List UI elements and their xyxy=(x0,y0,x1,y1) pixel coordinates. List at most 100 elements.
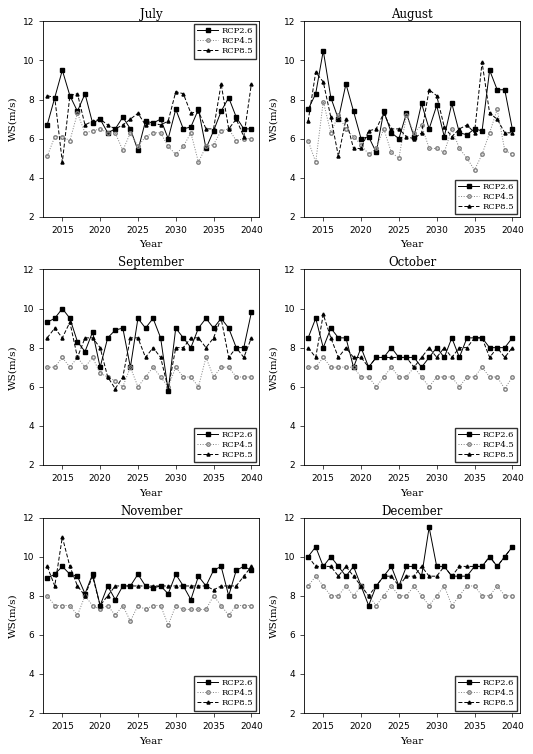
RCP2.6 xyxy=(350,107,357,116)
RCP8.5 xyxy=(218,581,224,590)
RCP2.6 xyxy=(312,89,319,98)
Line: RCP2.6: RCP2.6 xyxy=(46,307,253,392)
RCP2.6 xyxy=(248,124,255,133)
Legend: RCP2.6, RCP4.5, RCP8.5: RCP2.6, RCP4.5, RCP8.5 xyxy=(455,428,518,462)
RCP8.5 xyxy=(494,343,500,352)
RCP2.6 xyxy=(494,562,500,571)
RCP4.5 xyxy=(97,605,103,614)
RCP4.5 xyxy=(411,128,417,137)
RCP4.5 xyxy=(59,132,66,141)
RCP2.6 xyxy=(240,343,247,352)
RCP4.5 xyxy=(426,601,432,610)
RCP2.6 xyxy=(433,343,440,352)
RCP4.5 xyxy=(418,372,425,382)
RCP2.6 xyxy=(305,333,311,342)
RCP8.5 xyxy=(188,333,194,342)
RCP4.5 xyxy=(157,372,164,382)
RCP8.5 xyxy=(328,333,334,342)
RCP8.5 xyxy=(119,372,126,382)
RCP2.6 xyxy=(240,562,247,571)
RCP2.6 xyxy=(358,134,364,143)
Y-axis label: WS(m/s): WS(m/s) xyxy=(269,593,278,638)
RCP8.5 xyxy=(395,124,402,133)
RCP2.6 xyxy=(157,115,164,124)
RCP2.6 xyxy=(358,581,364,590)
RCP4.5 xyxy=(426,144,432,153)
RCP4.5 xyxy=(494,581,500,590)
RCP8.5 xyxy=(173,343,179,352)
RCP2.6 xyxy=(44,121,51,130)
RCP4.5 xyxy=(343,363,349,372)
RCP2.6 xyxy=(411,353,417,362)
RCP8.5 xyxy=(502,552,508,561)
RCP4.5 xyxy=(449,124,455,133)
RCP2.6 xyxy=(97,115,103,124)
RCP2.6 xyxy=(52,570,58,579)
RCP8.5 xyxy=(90,333,96,342)
RCP2.6 xyxy=(188,122,194,131)
RCP8.5 xyxy=(305,117,311,126)
RCP2.6 xyxy=(74,107,80,116)
RCP8.5 xyxy=(112,581,118,590)
RCP2.6 xyxy=(127,124,134,133)
RCP8.5 xyxy=(157,581,164,590)
RCP2.6 xyxy=(97,363,103,372)
RCP8.5 xyxy=(328,112,334,121)
RCP4.5 xyxy=(381,124,387,133)
RCP2.6 xyxy=(312,314,319,323)
RCP2.6 xyxy=(74,572,80,581)
RCP2.6 xyxy=(180,581,187,590)
X-axis label: Year: Year xyxy=(140,241,163,250)
RCP8.5 xyxy=(358,353,364,362)
X-axis label: Year: Year xyxy=(400,737,424,746)
RCP8.5 xyxy=(59,333,66,342)
RCP4.5 xyxy=(320,581,327,590)
X-axis label: Year: Year xyxy=(400,489,424,498)
RCP4.5 xyxy=(487,128,493,137)
RCP2.6 xyxy=(82,347,88,356)
RCP8.5 xyxy=(487,353,493,362)
RCP4.5 xyxy=(150,363,156,372)
RCP8.5 xyxy=(464,343,470,352)
Line: RCP8.5: RCP8.5 xyxy=(46,317,253,391)
RCP2.6 xyxy=(487,552,493,561)
RCP4.5 xyxy=(112,128,118,137)
RCP2.6 xyxy=(350,363,357,372)
RCP4.5 xyxy=(195,382,201,391)
RCP2.6 xyxy=(502,85,508,94)
RCP8.5 xyxy=(67,91,73,100)
Line: RCP2.6: RCP2.6 xyxy=(306,49,514,154)
Title: December: December xyxy=(382,504,443,517)
RCP4.5 xyxy=(502,385,508,394)
RCP4.5 xyxy=(373,144,379,153)
RCP2.6 xyxy=(59,304,66,313)
RCP2.6 xyxy=(403,353,410,362)
RCP2.6 xyxy=(328,93,334,102)
RCP8.5 xyxy=(127,115,134,124)
RCP2.6 xyxy=(479,562,485,571)
X-axis label: Year: Year xyxy=(140,737,163,746)
RCP4.5 xyxy=(119,382,126,391)
RCP8.5 xyxy=(403,353,410,362)
RCP8.5 xyxy=(479,562,485,571)
RCP8.5 xyxy=(203,124,209,133)
RCP4.5 xyxy=(366,150,372,159)
Title: July: July xyxy=(140,8,163,21)
RCP2.6 xyxy=(150,584,156,593)
RCP8.5 xyxy=(82,591,88,600)
RCP4.5 xyxy=(312,572,319,581)
RCP2.6 xyxy=(305,552,311,561)
RCP2.6 xyxy=(312,542,319,551)
RCP4.5 xyxy=(411,581,417,590)
RCP4.5 xyxy=(52,363,58,372)
RCP8.5 xyxy=(44,91,51,100)
RCP2.6 xyxy=(248,308,255,317)
RCP2.6 xyxy=(494,343,500,352)
Line: RCP4.5: RCP4.5 xyxy=(45,594,253,627)
RCP2.6 xyxy=(366,601,372,610)
RCP2.6 xyxy=(381,353,387,362)
RCP4.5 xyxy=(335,363,342,372)
RCP8.5 xyxy=(112,385,118,394)
Y-axis label: WS(m/s): WS(m/s) xyxy=(9,345,18,390)
RCP8.5 xyxy=(225,353,232,362)
